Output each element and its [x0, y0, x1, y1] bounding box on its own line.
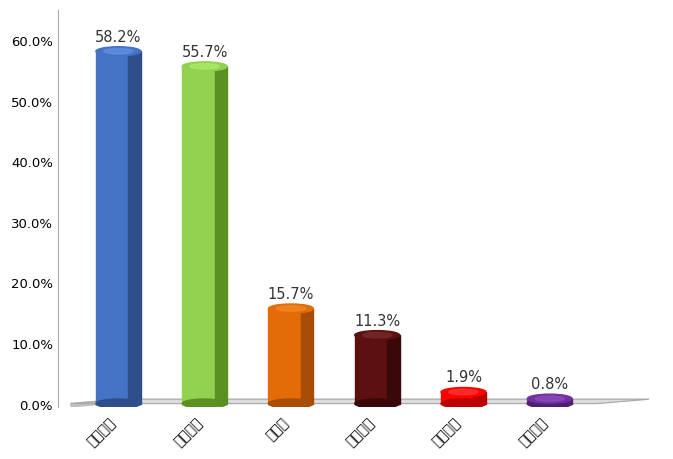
Ellipse shape: [528, 394, 572, 403]
Bar: [473, 392, 486, 403]
Bar: [528, 399, 560, 403]
Bar: [96, 52, 129, 403]
Ellipse shape: [269, 304, 314, 313]
Polygon shape: [71, 399, 649, 403]
Ellipse shape: [449, 390, 478, 395]
Ellipse shape: [441, 399, 486, 408]
Ellipse shape: [269, 399, 314, 408]
Bar: [129, 52, 141, 403]
Ellipse shape: [355, 331, 400, 340]
Bar: [387, 336, 400, 403]
Bar: [269, 309, 301, 403]
Ellipse shape: [277, 306, 306, 312]
Bar: [355, 336, 387, 403]
Bar: [301, 309, 314, 403]
Text: 11.3%: 11.3%: [354, 313, 400, 328]
Bar: [560, 399, 572, 403]
Ellipse shape: [528, 399, 572, 408]
Ellipse shape: [182, 399, 227, 408]
Ellipse shape: [182, 63, 227, 72]
Text: 55.7%: 55.7%: [182, 45, 228, 60]
Ellipse shape: [96, 399, 141, 408]
Bar: [182, 67, 215, 403]
Ellipse shape: [441, 388, 486, 397]
Text: 15.7%: 15.7%: [268, 286, 314, 301]
Text: 0.8%: 0.8%: [531, 376, 568, 391]
Bar: [441, 392, 473, 403]
Ellipse shape: [363, 333, 392, 338]
Bar: [215, 67, 227, 403]
Text: 58.2%: 58.2%: [95, 30, 141, 45]
Text: 1.9%: 1.9%: [445, 369, 482, 385]
Ellipse shape: [535, 396, 565, 402]
Ellipse shape: [104, 50, 133, 55]
Polygon shape: [71, 399, 122, 407]
Ellipse shape: [96, 48, 141, 56]
Ellipse shape: [190, 65, 219, 70]
Ellipse shape: [355, 399, 400, 408]
